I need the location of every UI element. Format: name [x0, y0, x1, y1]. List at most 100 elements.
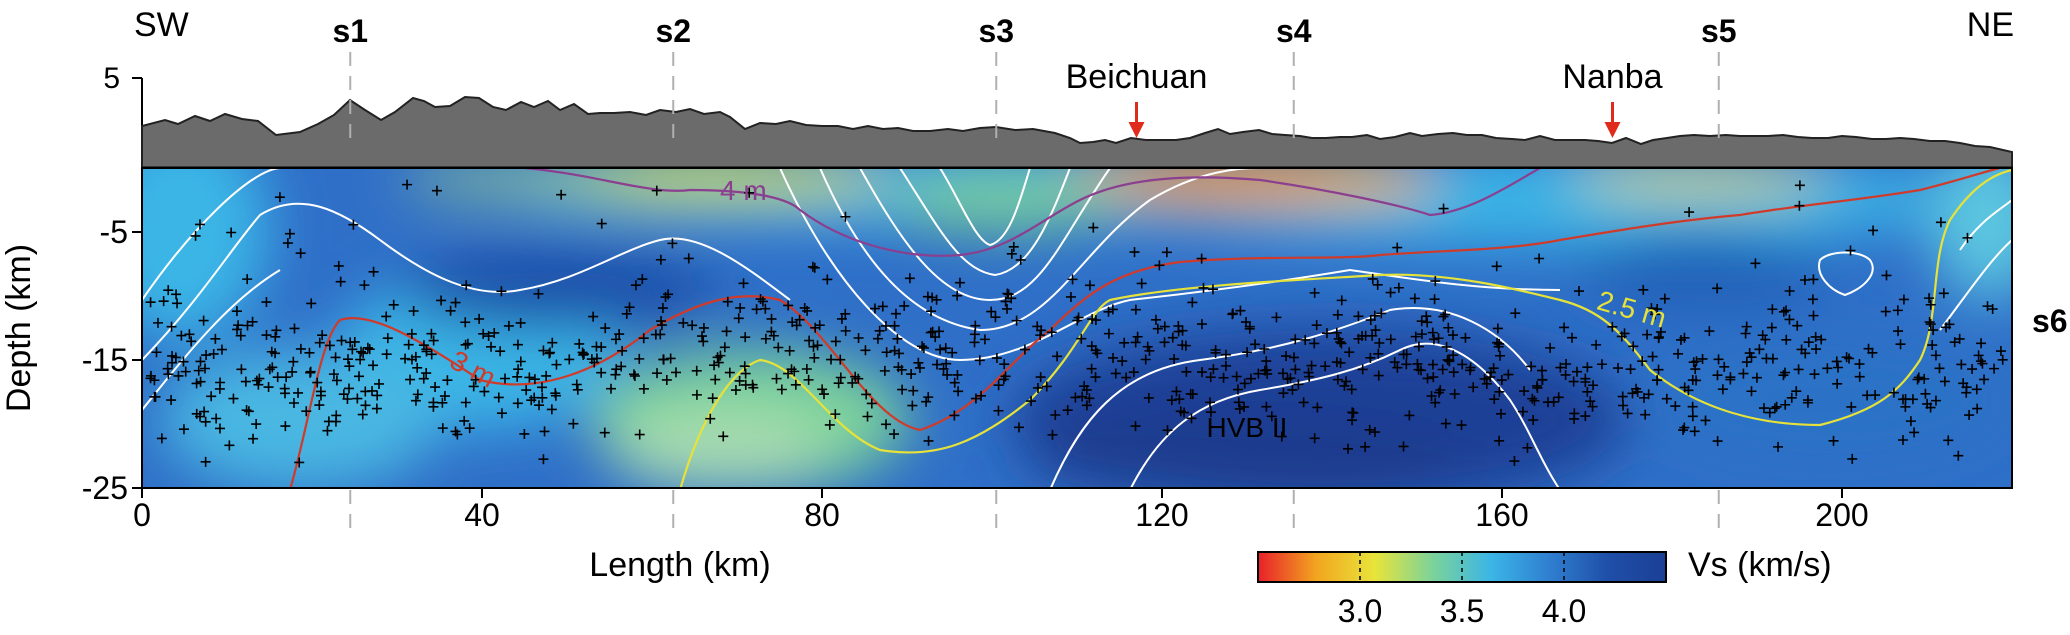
- earthquake-marker: [1741, 357, 1752, 368]
- earthquake-marker: [483, 331, 494, 342]
- earthquake-marker: [1596, 359, 1607, 370]
- earthquake-marker: [445, 305, 456, 316]
- earthquake-marker: [1771, 401, 1782, 412]
- earthquake-marker: [938, 363, 949, 374]
- earthquake-marker: [335, 276, 346, 287]
- earthquake-marker: [667, 238, 678, 249]
- earthquake-marker: [1704, 326, 1715, 337]
- earthquake-marker: [1365, 352, 1376, 363]
- earthquake-marker: [1421, 311, 1432, 322]
- earthquake-marker: [190, 230, 201, 241]
- colorbar-tick-label: 3.0: [1338, 593, 1382, 629]
- earthquake-marker: [1653, 333, 1664, 344]
- earthquake-marker: [201, 350, 212, 361]
- earthquake-marker: [1298, 397, 1309, 408]
- earthquake-marker: [1784, 314, 1795, 325]
- earthquake-marker: [719, 342, 730, 353]
- earthquake-marker: [1117, 356, 1128, 367]
- earthquake-marker: [512, 398, 523, 409]
- earthquake-marker: [634, 353, 645, 364]
- earthquake-marker: [783, 300, 794, 311]
- earthquake-marker: [847, 377, 858, 388]
- earthquake-marker: [998, 374, 1009, 385]
- earthquake-marker: [1197, 367, 1208, 378]
- earthquake-marker: [1227, 308, 1238, 319]
- earthquake-marker: [1130, 337, 1141, 348]
- earthquake-marker: [1930, 350, 1941, 361]
- earthquake-marker: [503, 320, 514, 331]
- earthquake-marker: [766, 313, 777, 324]
- earthquake-marker: [927, 292, 938, 303]
- earthquake-marker: [1807, 294, 1818, 305]
- earthquake-marker: [678, 317, 689, 328]
- earthquake-marker: [274, 192, 285, 203]
- earthquake-marker: [840, 308, 851, 319]
- earthquake-marker: [462, 338, 473, 349]
- earthquake-marker: [705, 413, 716, 424]
- earthquake-marker: [486, 341, 497, 352]
- earthquake-marker: [1930, 395, 1941, 406]
- colorbar: 3.0 3.5 4.0 Vs (km/s): [1257, 546, 1832, 629]
- earthquake-marker: [151, 347, 162, 358]
- earthquake-marker: [1956, 359, 1967, 370]
- earthquake-marker: [312, 377, 323, 388]
- earthquake-marker: [550, 388, 561, 399]
- x-tick-label: 200: [1815, 497, 1868, 533]
- earthquake-marker: [374, 378, 385, 389]
- earthquake-marker: [1971, 384, 1982, 395]
- y-tick-label: -15: [82, 342, 128, 378]
- earthquake-marker: [1456, 420, 1467, 431]
- earthquake-marker: [1128, 367, 1139, 378]
- earthquake-marker: [1167, 332, 1178, 343]
- earthquake-marker: [323, 416, 334, 427]
- earthquake-marker: [776, 384, 787, 395]
- colorbar-tick-label: 3.5: [1440, 593, 1484, 629]
- x-tick-label: 80: [804, 497, 840, 533]
- earthquake-marker: [195, 356, 206, 367]
- earthquake-marker: [1181, 366, 1192, 377]
- earthquake-marker: [999, 359, 1010, 370]
- earthquake-marker: [869, 303, 880, 314]
- earthquake-marker: [1941, 322, 1952, 333]
- earthquake-marker: [1198, 282, 1209, 293]
- earthquake-marker: [167, 357, 178, 368]
- earthquake-marker: [617, 345, 628, 356]
- earthquake-marker: [1174, 394, 1185, 405]
- earthquake-marker: [1239, 401, 1250, 412]
- earthquake-marker: [1712, 370, 1723, 381]
- earthquake-marker: [1103, 306, 1114, 317]
- earthquake-marker: [1684, 207, 1695, 218]
- earthquake-marker: [1047, 429, 1058, 440]
- earthquake-marker: [1369, 310, 1380, 321]
- arrow-down-icon: [1128, 102, 1145, 138]
- earthquake-marker: [1510, 308, 1521, 319]
- earthquake-marker: [1935, 217, 1946, 228]
- earthquake-marker: [1259, 343, 1270, 354]
- earthquake-marker: [1389, 357, 1400, 368]
- earthquake-marker: [1143, 392, 1154, 403]
- earthquake-marker: [314, 400, 325, 411]
- earthquake-marker: [1920, 388, 1931, 399]
- earthquake-marker: [1938, 288, 1949, 299]
- earthquake-marker: [1646, 303, 1657, 314]
- earthquake-marker: [200, 456, 211, 467]
- earthquake-marker: [969, 337, 980, 348]
- earthquake-marker: [771, 373, 782, 384]
- earthquake-marker: [709, 360, 720, 371]
- earthquake-marker: [344, 361, 355, 372]
- earthquake-marker: [1442, 354, 1453, 365]
- earthquake-marker: [1416, 316, 1427, 327]
- earthquake-marker: [546, 404, 557, 415]
- earthquake-marker: [381, 349, 392, 360]
- earthquake-marker: [1713, 354, 1724, 365]
- earthquake-marker: [1187, 389, 1198, 400]
- earthquake-marker: [652, 368, 663, 379]
- earthquake-marker: [1233, 397, 1244, 408]
- earthquake-marker: [748, 382, 759, 393]
- earthquake-marker: [840, 211, 851, 222]
- earthquake-marker: [568, 418, 579, 429]
- earthquake-marker: [1086, 341, 1097, 352]
- contour-label-4m: 4 m: [720, 175, 767, 206]
- earthquake-marker: [289, 323, 300, 334]
- earthquake-marker: [874, 325, 885, 336]
